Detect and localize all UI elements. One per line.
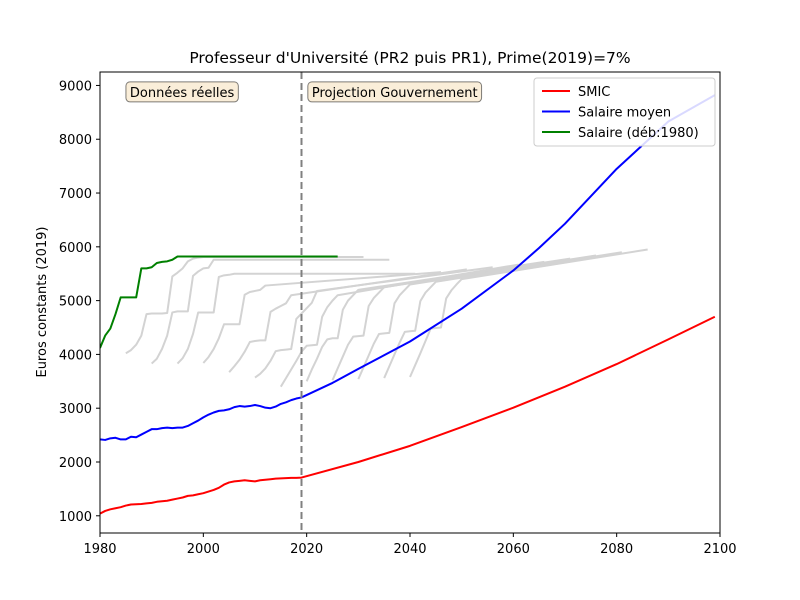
y-tick-label-8000: 8000 [59, 133, 92, 148]
series-lines [100, 94, 716, 515]
series-line-1 [100, 315, 716, 515]
cohort-line-7 [279, 263, 519, 388]
legend-label-1: SMIC [578, 85, 610, 100]
cohort-line-6 [254, 266, 493, 379]
cohort-line-2 [150, 258, 390, 365]
x-tick-label-2100: 2100 [703, 542, 736, 557]
cohort-line-8 [305, 260, 545, 382]
y-tick-label-2000: 2000 [59, 456, 92, 471]
annotation-box-2 [307, 81, 483, 103]
y-tick-label-1000: 1000 [59, 510, 92, 525]
annotations: Données réelles Projection Gouvernement [125, 81, 483, 103]
cohort-line-12 [409, 248, 648, 378]
x-tick-label-2000: 2000 [187, 542, 220, 557]
axes: 1980 2000 2020 2040 2060 2080 2100 1000 2000 3000… [59, 71, 737, 557]
x-tick-label-1980: 1980 [83, 542, 116, 557]
series-line-2 [100, 94, 716, 441]
x-tick-label-2020: 2020 [290, 542, 323, 557]
y-tick-label-6000: 6000 [59, 241, 92, 256]
annotation-2: Projection Gouvernement [307, 81, 483, 103]
chart-title: Professeur d'Université (PR2 puis PR1), … [189, 49, 630, 67]
legend-label-2: Salaire moyen [578, 106, 671, 121]
cohort-line-4 [202, 271, 442, 364]
cohort-line-5 [228, 268, 467, 373]
x-tick-label-2080: 2080 [600, 542, 633, 557]
legend: SMIC Salaire moyen Salaire (déb:1980) [533, 77, 716, 147]
annotation-1: Données réelles [125, 81, 239, 103]
annotation-text-1: Données réelles [130, 86, 235, 101]
series-line-3 [100, 255, 338, 349]
cohort-line-3 [176, 272, 416, 365]
y-tick-label-3000: 3000 [59, 402, 92, 417]
y-tick-label-7000: 7000 [59, 187, 92, 202]
legend-label-3: Salaire (déb:1980) [578, 126, 699, 141]
y-tick-label-5000: 5000 [59, 295, 92, 310]
y-tick-label-9000: 9000 [59, 79, 92, 94]
cohort-line-10 [357, 254, 597, 380]
annotation-text-2: Projection Gouvernement [312, 86, 478, 101]
y-tick-label-4000: 4000 [59, 348, 92, 363]
y-axis-label: Euros constants (2019) [35, 226, 50, 377]
cohort-line-11 [383, 251, 622, 379]
cohort-line-9 [331, 257, 571, 381]
x-tick-label-2040: 2040 [393, 542, 426, 557]
x-tick-label-2060: 2060 [497, 542, 530, 557]
legend-box [533, 77, 716, 147]
cohort-lines [125, 248, 648, 388]
annotation-box-1 [125, 81, 239, 103]
